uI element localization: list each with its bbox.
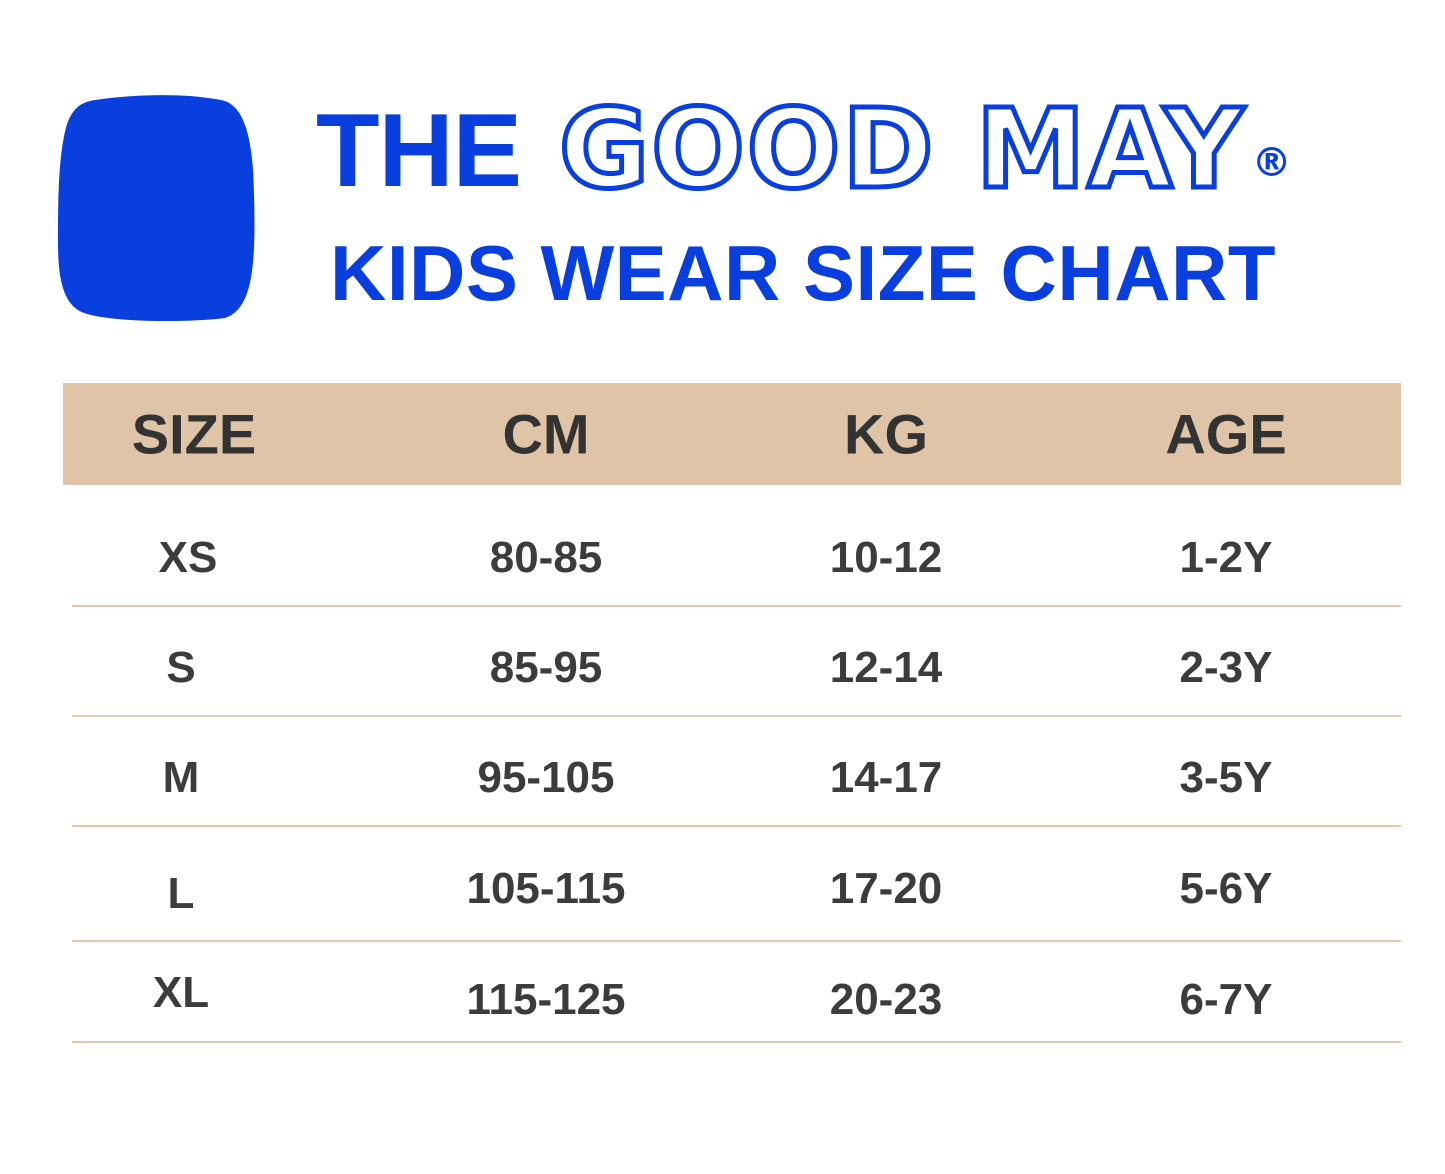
table-row: XS 80-85 10-12 1-2Y xyxy=(72,485,1401,607)
brand-name: GOOD MAY xyxy=(557,85,1247,213)
table-row: S 85-95 12-14 2-3Y xyxy=(72,607,1401,717)
column-header-kg: KG xyxy=(844,402,928,466)
size-cell: M xyxy=(162,753,200,802)
size-table: SIZE CM KG AGE XS 80-85 10-12 1-2Y S 85-… xyxy=(63,383,1401,1043)
kg-cell: 10-12 xyxy=(829,533,943,582)
column-header-age: AGE xyxy=(1165,402,1287,466)
cm-cell: 115-125 xyxy=(466,975,626,1024)
size-cell: L xyxy=(167,869,195,918)
cm-cell: 95-105 xyxy=(477,753,615,802)
table-header: SIZE CM KG AGE xyxy=(63,383,1401,485)
size-cell: XS xyxy=(158,533,218,582)
column-header-cm: CM xyxy=(502,402,590,466)
age-cell: 1-2Y xyxy=(1179,533,1273,582)
table-row: L 105-115 17-20 5-6Y xyxy=(72,827,1401,942)
page-title: KIDS WEAR SIZE CHART xyxy=(330,229,1276,317)
cm-cell: 105-115 xyxy=(466,864,626,913)
brand-the: THE xyxy=(316,93,522,209)
age-cell: 6-7Y xyxy=(1179,975,1273,1024)
registered-mark: ® xyxy=(1251,140,1292,186)
table-row: XL 115-125 20-23 6-7Y xyxy=(72,942,1401,1043)
logo-blob xyxy=(58,95,255,322)
size-cell: S xyxy=(166,643,196,692)
age-cell: 3-5Y xyxy=(1179,753,1273,802)
size-cell: XL xyxy=(152,968,210,1017)
table-row: M 95-105 14-17 3-5Y xyxy=(72,717,1401,827)
kg-cell: 12-14 xyxy=(829,643,943,692)
cm-cell: 80-85 xyxy=(489,533,603,582)
kg-cell: 17-20 xyxy=(829,864,943,913)
age-cell: 2-3Y xyxy=(1179,643,1273,692)
age-cell: 5-6Y xyxy=(1179,864,1273,913)
cm-cell: 85-95 xyxy=(489,643,603,692)
kg-cell: 14-17 xyxy=(829,753,943,802)
column-header-size: SIZE xyxy=(131,402,257,466)
kg-cell: 20-23 xyxy=(829,975,943,1024)
brand-heading: THE GOOD MAY ® xyxy=(316,92,1292,210)
